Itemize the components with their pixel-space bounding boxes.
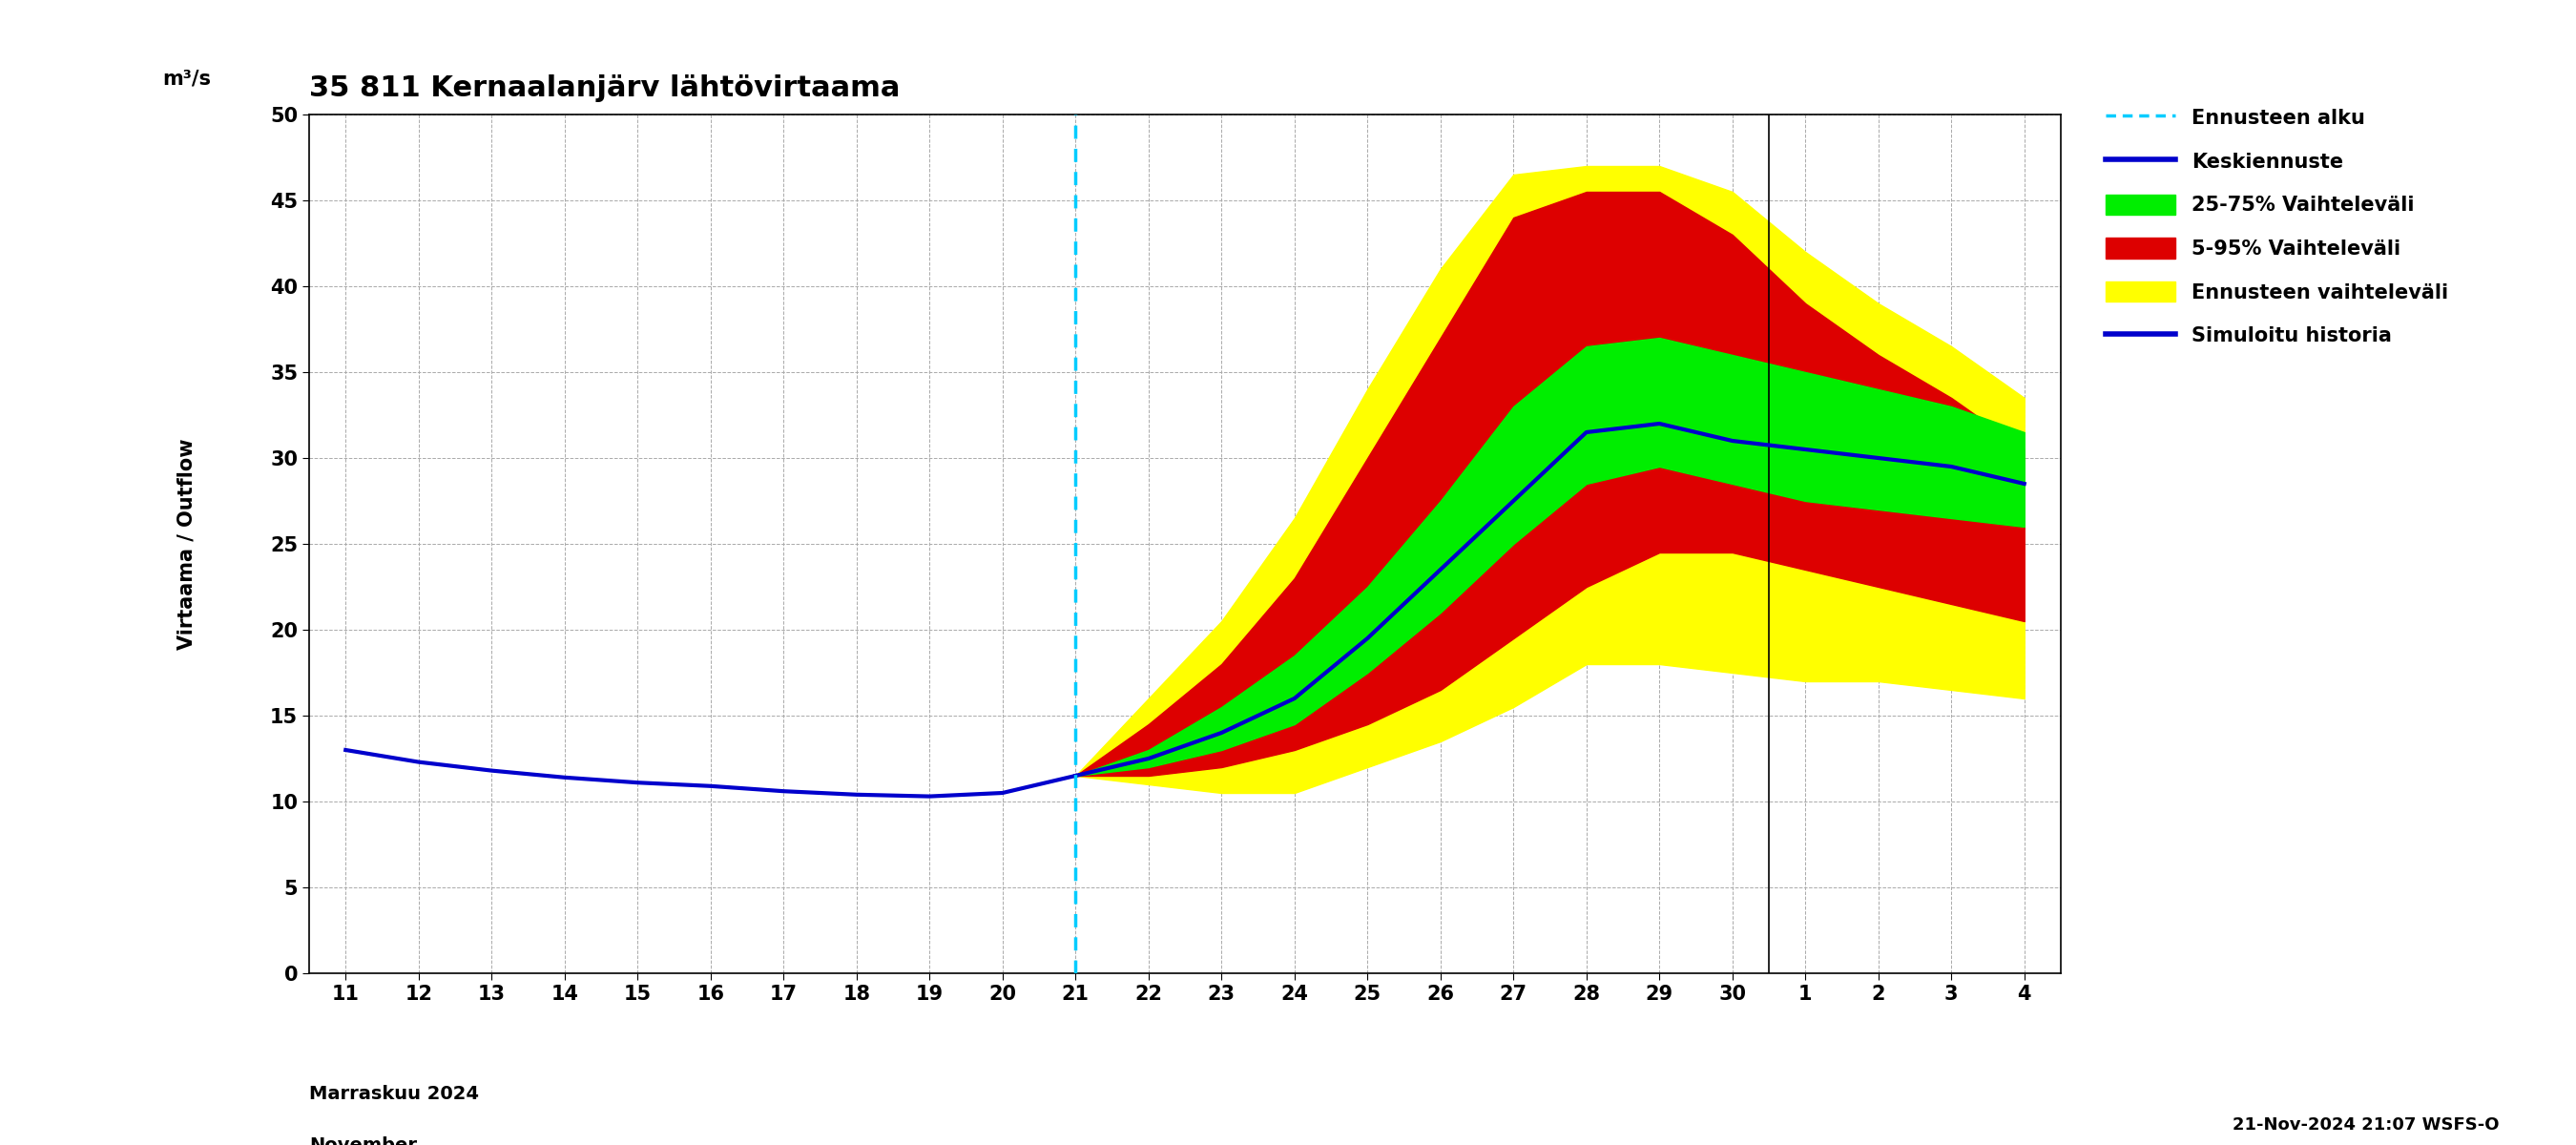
Text: 35 811 Kernaalanjärv lähtövirtaama: 35 811 Kernaalanjärv lähtövirtaama: [309, 74, 899, 102]
Legend: Ennusteen alku, Keskiennuste, 25-75% Vaihteleväli, 5-95% Vaihteleväli, Ennusteen: Ennusteen alku, Keskiennuste, 25-75% Vai…: [2105, 108, 2447, 346]
Text: Marraskuu 2024: Marraskuu 2024: [309, 1085, 479, 1103]
Text: 21-Nov-2024 21:07 WSFS-O: 21-Nov-2024 21:07 WSFS-O: [2231, 1116, 2499, 1134]
Text: Virtaama / Outflow: Virtaama / Outflow: [178, 439, 196, 649]
Text: m³/s: m³/s: [162, 70, 211, 88]
Text: November: November: [309, 1136, 417, 1145]
